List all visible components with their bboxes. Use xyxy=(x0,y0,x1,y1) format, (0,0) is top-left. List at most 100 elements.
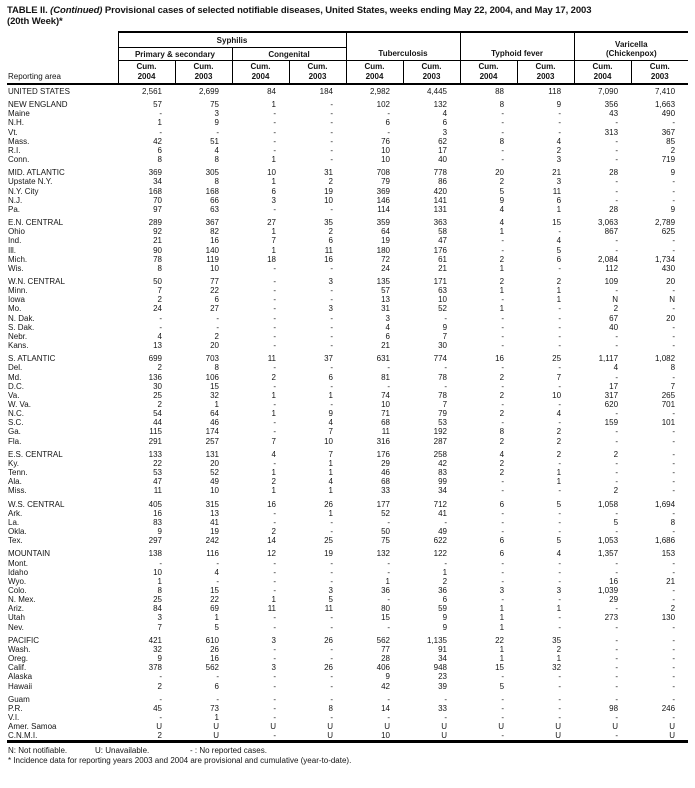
value-cell: 31 xyxy=(381,304,390,314)
value-cell: - xyxy=(615,622,619,632)
value-cell: 5 xyxy=(214,622,219,632)
reporting-area-cell: Ohio xyxy=(8,227,25,237)
value-cell: 257 xyxy=(205,436,219,446)
value-cell: - xyxy=(615,477,619,487)
value-cell: 92 xyxy=(153,227,162,237)
value-cell: 6 xyxy=(556,254,562,264)
value-cell: 6 xyxy=(499,536,505,546)
value-cell: 1 xyxy=(499,263,505,273)
value-cell: - xyxy=(558,118,562,128)
value-cell: 80 xyxy=(381,604,390,614)
value-cell: 867 xyxy=(604,227,619,237)
value-cell: 1 xyxy=(499,654,505,664)
value-cell: - xyxy=(672,558,676,568)
value-cell: 6 xyxy=(556,195,562,205)
reporting-area-cell: NEW ENGLAND xyxy=(8,100,68,110)
value-cell: - xyxy=(330,694,333,704)
value-cell: 21 xyxy=(552,168,562,178)
reporting-area-cell: Mich. xyxy=(8,254,28,264)
value-cell: - xyxy=(672,118,676,128)
table-title-continued: (Continued) xyxy=(50,5,103,16)
value-cell: N xyxy=(669,295,676,305)
value-cell: 40 xyxy=(609,322,619,332)
value-cell: - xyxy=(672,236,676,246)
table-row: Md. 136 106 2 6 81 78 2 7 - - xyxy=(7,373,688,382)
value-cell: 3 xyxy=(556,177,562,187)
reporting-area-cell: E.S. CENTRAL xyxy=(8,449,63,459)
value-cell: - xyxy=(330,576,333,586)
value-cell: - xyxy=(330,558,333,568)
value-cell: 141 xyxy=(433,195,448,205)
value-cell: 28 xyxy=(609,168,619,178)
value-cell: 83 xyxy=(438,468,448,478)
value-cell: 622 xyxy=(433,536,448,546)
value-cell: - xyxy=(273,458,276,468)
value-cell: 3 xyxy=(328,585,333,595)
value-cell: - xyxy=(501,341,505,351)
value-cell: 30 xyxy=(153,381,162,391)
reporting-area-cell: Nebr. xyxy=(8,331,28,341)
value-cell: - xyxy=(615,663,619,673)
value-cell: 72 xyxy=(381,254,390,264)
value-cell: 7,090 xyxy=(598,87,619,96)
congenital-header: Congenital xyxy=(231,47,347,61)
value-cell: - xyxy=(501,322,505,332)
value-cell: 61 xyxy=(438,254,448,264)
value-cell: 6 xyxy=(328,236,333,246)
value-cell: - xyxy=(672,663,676,673)
table-row: Ala. 47 49 2 4 68 99 - 1 - - xyxy=(7,477,688,486)
value-cell: - xyxy=(672,322,676,332)
table-row: Utah 3 1 - - 15 9 1 - 273 130 xyxy=(7,613,688,622)
value-cell: - xyxy=(387,622,390,632)
value-cell: U xyxy=(555,731,562,741)
value-cell: - xyxy=(330,145,333,155)
value-cell: - xyxy=(558,595,562,605)
value-cell: 1,734 xyxy=(655,254,676,264)
value-cell: - xyxy=(672,694,676,704)
value-cell: 5 xyxy=(556,536,562,546)
table-row: Upstate N.Y. 34 8 1 2 79 86 2 3 - - xyxy=(7,177,688,186)
value-cell: U xyxy=(327,731,333,741)
value-cell: - xyxy=(444,558,448,568)
value-cell: 42 xyxy=(438,458,448,468)
value-cell: 5 xyxy=(328,595,333,605)
value-cell: 81 xyxy=(381,372,390,382)
table-row: La. 83 41 - - - - - - 5 8 xyxy=(7,518,688,527)
value-cell: 4 xyxy=(499,449,505,459)
value-cell: - xyxy=(615,145,619,155)
value-cell: 10 xyxy=(438,295,448,305)
value-cell: 10 xyxy=(381,400,390,409)
reporting-area-cell: Wis. xyxy=(8,263,24,273)
value-cell: 15 xyxy=(495,663,505,673)
value-cell: - xyxy=(273,109,276,119)
table-row: N. Dak. - - - - 3 - - - 67 20 xyxy=(7,314,688,323)
reporting-area-cell: Utah xyxy=(8,613,25,623)
value-cell: 2 xyxy=(556,644,562,654)
header-group-row: Reporting area Syphilis Tuberculosis Typ… xyxy=(7,31,689,85)
value-cell: 1 xyxy=(556,295,562,305)
value-cell: 15 xyxy=(210,585,219,595)
value-cell: - xyxy=(615,644,619,654)
table-row: Conn. 8 8 1 - 10 40 - 3 - 719 xyxy=(7,155,688,164)
column-header-cum-2004: Cum. 2004 xyxy=(231,60,289,85)
value-cell: - xyxy=(558,694,562,704)
value-cell: 1 xyxy=(556,477,562,487)
value-cell: 631 xyxy=(376,354,390,364)
table-row: D.C. 30 15 - - - - - - 17 7 xyxy=(7,382,688,391)
value-cell: 15 xyxy=(552,218,562,228)
value-cell: 75 xyxy=(381,536,390,546)
column-header-cum-2004: Cum. 2004 xyxy=(345,60,403,85)
value-cell: 258 xyxy=(433,449,448,459)
value-cell: 66 xyxy=(210,195,219,205)
value-cell: 9 xyxy=(556,100,562,110)
value-cell: 10 xyxy=(153,567,162,577)
reporting-area-cell: S.C. xyxy=(8,418,24,428)
value-cell: 41 xyxy=(438,508,448,518)
value-cell: - xyxy=(672,567,676,577)
value-cell: - xyxy=(330,363,333,373)
value-cell: 719 xyxy=(661,155,676,165)
value-cell: 1 xyxy=(499,644,505,654)
value-cell: 1 xyxy=(271,409,276,419)
value-cell: 8 xyxy=(157,585,162,595)
value-cell: 99 xyxy=(438,477,448,487)
